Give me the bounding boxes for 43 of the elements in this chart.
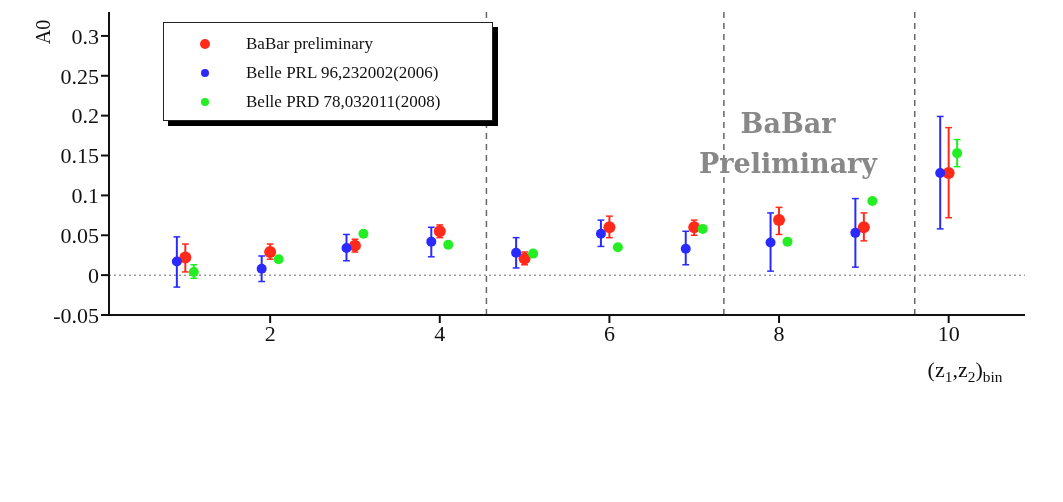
point	[603, 221, 616, 234]
point	[952, 148, 963, 159]
point	[171, 256, 182, 267]
point	[179, 251, 192, 264]
point	[273, 254, 284, 265]
legend-label: BaBar preliminary	[245, 32, 374, 55]
point	[697, 223, 708, 234]
point	[867, 195, 878, 206]
x-tick-label: 8	[773, 320, 785, 346]
x-tick-label: 2	[264, 320, 276, 346]
point	[935, 168, 946, 179]
point	[857, 221, 870, 234]
x-tick-label: 6	[603, 320, 615, 346]
y-tick-label: -0.05	[53, 302, 99, 328]
y-axis-title: A0	[32, 19, 54, 45]
point	[782, 236, 793, 247]
x-axis-title: (z$_{1}$,z$_{2}$)$_{bin}$	[927, 357, 1003, 385]
y-tick-label: 0.25	[60, 63, 99, 89]
point	[426, 236, 437, 247]
point	[680, 243, 691, 254]
legend-label: Belle PRL 96,232002(2006)	[245, 61, 440, 84]
point	[358, 228, 369, 239]
point	[765, 237, 776, 248]
x-tick-label: 4	[434, 320, 446, 346]
point	[850, 227, 861, 238]
y-tick-label: 0	[88, 262, 99, 288]
point	[595, 228, 606, 239]
y-tick-label: 0.05	[60, 223, 99, 249]
y-tick-label: 0.3	[71, 23, 99, 49]
point	[612, 242, 623, 253]
point	[256, 263, 267, 274]
point	[341, 243, 352, 254]
point	[511, 247, 522, 258]
point	[443, 239, 454, 250]
legend-label: Belle PRD 78,032011(2008)	[245, 90, 442, 113]
point	[264, 246, 277, 259]
y-tick-label: 0.15	[60, 143, 99, 169]
y-tick-label: 0.2	[71, 103, 99, 129]
y-tick-label: 0.1	[71, 183, 99, 209]
point	[528, 248, 539, 259]
annotation: BaBar Preliminary	[697, 107, 879, 181]
point	[773, 214, 786, 227]
x-tick-label: 10	[937, 320, 960, 346]
